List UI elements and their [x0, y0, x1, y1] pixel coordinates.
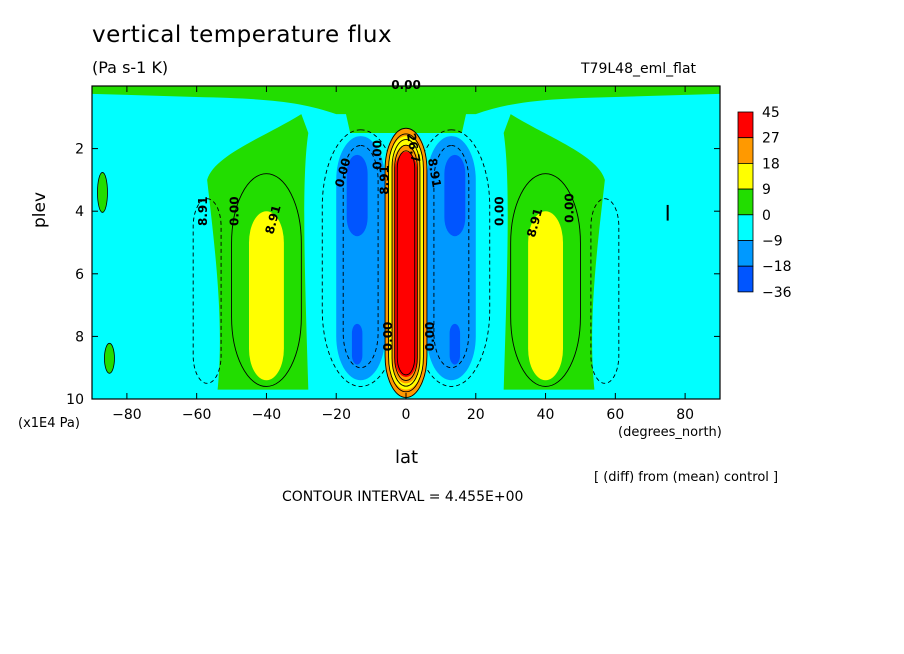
legend-swatch [737, 214, 754, 241]
dashed-outer-north [412, 129, 491, 387]
legend-swatch [737, 265, 754, 293]
units-label: (Pa s-1 K) [92, 58, 169, 77]
contour-label: 0.00 [381, 322, 395, 352]
x-tick-label: −20 [321, 407, 351, 423]
contour-ring-north [510, 173, 581, 387]
central-contour-2 [391, 139, 421, 387]
deep-blue-upper-south [346, 154, 368, 237]
legend-level-label: 18 [762, 156, 780, 172]
x-tick-label: 20 [467, 407, 485, 423]
legend-level-label: 0 [762, 208, 771, 224]
y-axis-label: plev [30, 191, 50, 228]
contour-label: 0.00 [391, 78, 421, 92]
contour-ring-south [231, 173, 302, 387]
legend-level-label: −36 [762, 285, 792, 301]
x-tick-label: 40 [537, 407, 555, 423]
comparison-note: [ (diff) from (mean) control ] [594, 470, 779, 485]
contour-interval: CONTOUR INTERVAL = 4.455E+00 [282, 489, 524, 505]
edge-patch-upper [97, 172, 108, 213]
edge-patch-lower [104, 342, 115, 374]
dashed-outer-south [321, 129, 400, 387]
y-tick-label: 4 [75, 204, 84, 220]
contour-label: 0.00 [423, 322, 437, 352]
contour-label: 8.91 [425, 157, 444, 189]
contour-label: 0.00 [562, 193, 576, 223]
yellow-core-north [528, 211, 563, 381]
legend-level-label: −9 [762, 234, 783, 250]
equatorial-cap [343, 96, 469, 133]
x-tick-label: 0 [402, 407, 411, 423]
central-contour-4 [396, 150, 416, 376]
x-tick-label: −80 [112, 407, 142, 423]
legend-swatch [737, 162, 754, 190]
deep-blue-upper-north [444, 154, 466, 237]
legend-level-label: −18 [762, 259, 792, 275]
y-tick-label: 6 [75, 267, 84, 283]
y-tick-label: 10 [66, 392, 84, 408]
dashed-inner-north [433, 145, 470, 369]
contour-label: 8.91 [378, 165, 392, 195]
legend-swatch [737, 137, 754, 164]
x-tick-label: −60 [182, 407, 212, 423]
legend-swatch [737, 240, 754, 267]
central-contour-1 [388, 133, 424, 393]
dashed-inner-south [342, 145, 379, 369]
y-tick-label: 2 [75, 142, 84, 158]
x-tick-label: 60 [606, 407, 624, 423]
chart-title: vertical temperature flux [92, 22, 393, 48]
x-tick-label: 80 [676, 407, 694, 423]
x-axis-label: lat [395, 447, 419, 468]
legend-level-label: 9 [762, 182, 771, 198]
dashed-ring-south [192, 198, 222, 384]
contour-label: 26.7 [404, 132, 423, 164]
contour-label: 0.00 [228, 196, 242, 226]
run-label: T79L48_eml_flat [581, 61, 697, 77]
central-contour-3 [394, 144, 418, 381]
x-tick-label: −40 [252, 407, 282, 423]
y-tick-label: 8 [75, 329, 84, 345]
contour-label: 0.00 [371, 140, 385, 170]
contour-label: 0.00 [493, 196, 507, 226]
deep-blue-lower-south [351, 323, 363, 365]
legend-swatch [737, 111, 754, 139]
dashed-ring-north [590, 198, 620, 384]
yellow-core-south [249, 211, 284, 381]
contour-label: 8.91 [196, 196, 210, 226]
legend-level-label: 27 [762, 131, 780, 147]
deep-blue-lower-north [449, 323, 461, 365]
y-axis-units: (x1E4 Pa) [18, 416, 80, 431]
legend-swatch [737, 188, 754, 216]
x-axis-units: (degrees_north) [618, 425, 722, 440]
central-red-core [394, 151, 418, 378]
legend-level-label: 45 [762, 105, 780, 121]
